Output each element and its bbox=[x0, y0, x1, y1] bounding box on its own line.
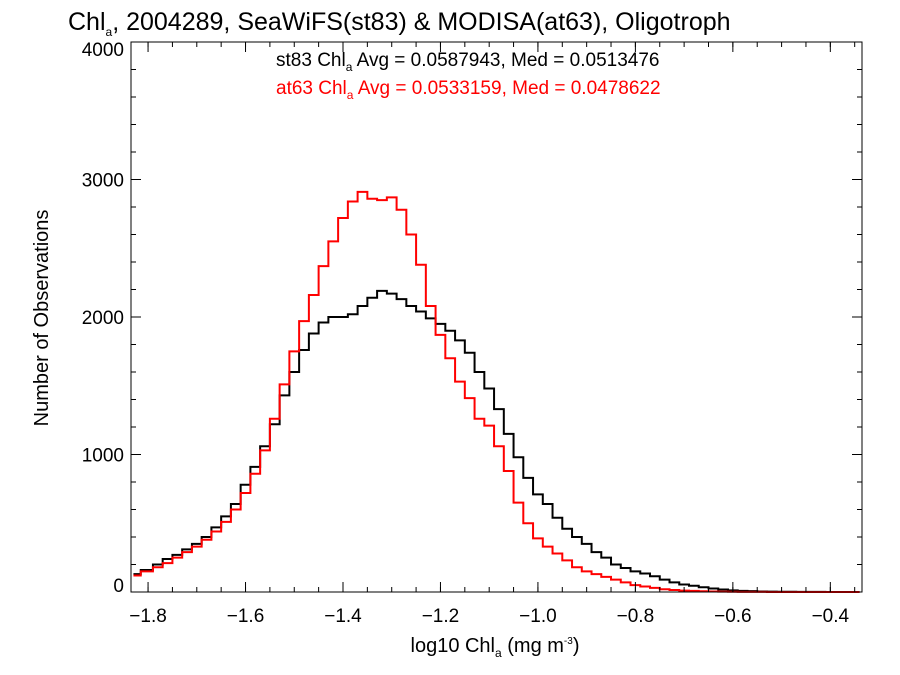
legend-st83-pre: st83 Chl bbox=[276, 50, 346, 71]
x-tick-label: −0.6 bbox=[714, 606, 752, 627]
y-tick-label: 1000 bbox=[82, 446, 124, 467]
legend-st83-sub: a bbox=[346, 60, 353, 74]
xlabel-sup: -3 bbox=[564, 636, 573, 647]
xlabel-pre: log10 Chl bbox=[411, 635, 496, 657]
x-tick-label: −1.4 bbox=[324, 606, 362, 627]
x-tick-label: −1.2 bbox=[422, 606, 460, 627]
x-tick-label: −1.0 bbox=[519, 606, 557, 627]
legend-at63-sub: a bbox=[347, 88, 354, 102]
series-at63-line bbox=[133, 190, 860, 593]
series-layer bbox=[133, 190, 860, 593]
title-chl: Chl bbox=[68, 8, 106, 36]
y-tick-label: 3000 bbox=[82, 171, 124, 192]
legend-entry-st83: st83 Chla Avg = 0.0587943, Med = 0.05134… bbox=[276, 50, 659, 74]
legend-at63-post: Avg = 0.0533159, Med = 0.0478622 bbox=[353, 78, 660, 99]
x-tick-label: −1.8 bbox=[129, 606, 167, 627]
legend-st83-post: Avg = 0.0587943, Med = 0.0513476 bbox=[352, 50, 659, 71]
tick-layer bbox=[131, 41, 862, 593]
x-tick-label: −0.4 bbox=[812, 606, 850, 627]
title-sub: a bbox=[106, 25, 113, 39]
y-tick-label: 2000 bbox=[82, 308, 124, 329]
xlabel-sub: a bbox=[495, 646, 502, 660]
y-tick-label: 0 bbox=[113, 576, 124, 597]
xlabel-mid: (mg m bbox=[502, 635, 564, 657]
y-axis-label: Number of Observations bbox=[31, 210, 53, 427]
title-rest: , 2004289, SeaWiFS(st83) & MODISA(at63),… bbox=[112, 8, 730, 36]
y-tick-label: 4000 bbox=[82, 40, 124, 61]
x-tick-label: −0.8 bbox=[617, 606, 655, 627]
legend-at63-pre: at63 Chl bbox=[276, 78, 347, 99]
chart-title: Chla, 2004289, SeaWiFS(st83) & MODISA(at… bbox=[68, 8, 731, 39]
tick-label-layer: −1.8 −1.6 −1.4 −1.2 −1.0 −0.8 −0.6 −0.4 0 1000 200… bbox=[82, 40, 850, 627]
legend-entry-at63: at63 Chla Avg = 0.0533159, Med = 0.04786… bbox=[276, 78, 661, 102]
xlabel-post: ) bbox=[573, 635, 580, 657]
x-axis-label: log10 Chla (mg m-3) bbox=[411, 635, 580, 660]
x-tick-label: −1.6 bbox=[227, 606, 265, 627]
